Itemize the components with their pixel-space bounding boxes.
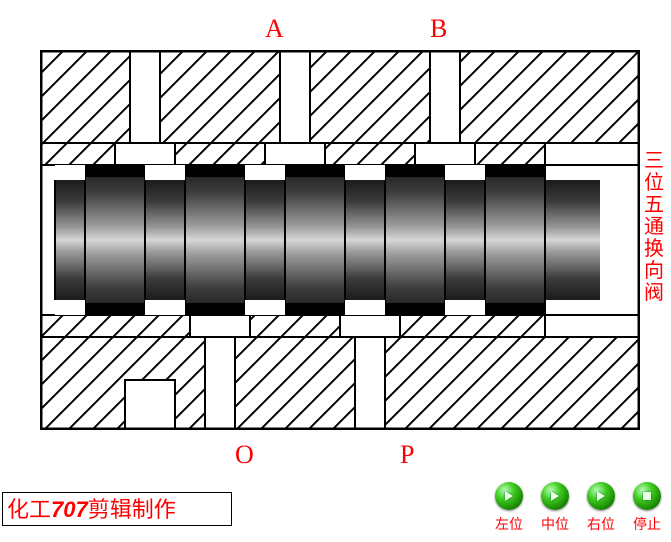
controls-bar: 左位 中位 右位 停止: [495, 482, 661, 534]
watermark-suffix: 剪辑制作: [88, 497, 176, 522]
port-label-o: O: [235, 440, 254, 470]
play-icon: [495, 482, 523, 510]
play-icon: [541, 482, 569, 510]
upper-body: [40, 50, 640, 165]
right-position-label: 右位: [587, 514, 615, 534]
right-position-button[interactable]: 右位: [587, 482, 615, 534]
stop-button[interactable]: 停止: [633, 482, 661, 534]
port-label-b: B: [430, 14, 447, 44]
play-icon: [587, 482, 615, 510]
left-position-button[interactable]: 左位: [495, 482, 523, 534]
stop-label: 停止: [633, 514, 661, 534]
center-position-label: 中位: [541, 514, 569, 534]
port-label-a: A: [265, 14, 284, 44]
watermark-prefix: 化工: [7, 497, 51, 522]
diagram-title-vertical: 三位五通换向阀: [643, 150, 665, 304]
port-label-p: P: [400, 440, 414, 470]
watermark: 化工707剪辑制作: [2, 492, 232, 526]
watermark-bold: 707: [51, 497, 88, 522]
left-position-label: 左位: [495, 514, 523, 534]
valve-diagram: [40, 50, 640, 430]
stop-icon: [633, 482, 661, 510]
lower-body: [40, 315, 640, 430]
center-position-button[interactable]: 中位: [541, 482, 569, 534]
